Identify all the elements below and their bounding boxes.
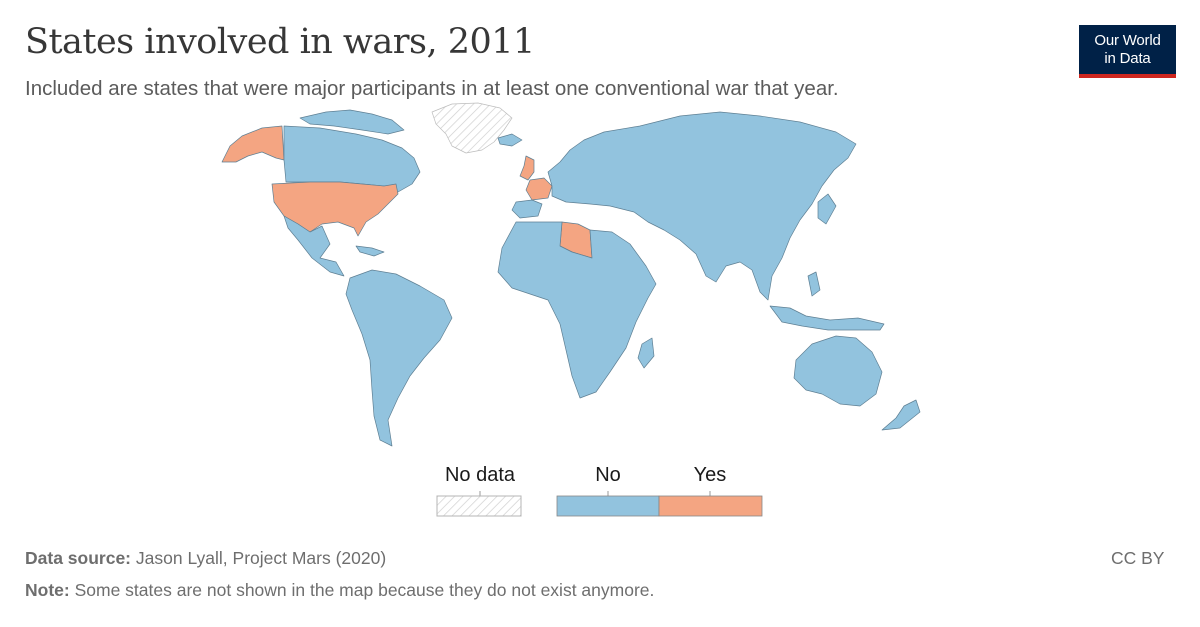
country-canada-arctic-islands[interactable] (299, 109, 405, 135)
country-australia[interactable] (793, 335, 883, 407)
legend-swatch-no[interactable] (556, 495, 660, 517)
country-france[interactable] (525, 177, 553, 201)
chart-title: States involved in wars, 2011 (25, 22, 535, 62)
note-label: Note: (25, 580, 70, 600)
chart-note: Note: Some states are not shown in the m… (25, 580, 654, 601)
country-madagascar[interactable] (637, 337, 655, 369)
legend-label-yes: Yes (693, 464, 727, 486)
country-iceland[interactable] (497, 133, 523, 147)
country-japan[interactable] (817, 193, 837, 225)
license-link[interactable]: CC BY (1111, 548, 1165, 568)
world-map (221, 102, 921, 447)
legend-label-no: No (595, 464, 621, 486)
data-source: Data source: Jason Lyall, Project Mars (… (25, 548, 386, 569)
note-text: Some states are not shown in the map bec… (74, 580, 655, 600)
region-caribbean[interactable] (355, 245, 385, 257)
legend-label-no-data: No data (444, 464, 516, 486)
region-europe-asia[interactable] (547, 111, 857, 301)
country-new-zealand[interactable] (881, 399, 921, 431)
country-united-kingdom[interactable] (519, 155, 535, 181)
data-source-label: Data source: (25, 548, 132, 568)
country-canada[interactable] (283, 125, 421, 193)
country-greenland[interactable] (431, 102, 513, 154)
chart-subtitle: Included are states that were major part… (25, 77, 839, 100)
logo-line-2: in Data (1104, 50, 1151, 67)
region-indonesia[interactable] (769, 305, 885, 331)
region-south-america[interactable] (345, 269, 453, 447)
country-spain-portugal[interactable] (511, 199, 543, 219)
country-mexico[interactable] (283, 215, 345, 277)
country-philippines[interactable] (807, 271, 821, 297)
data-source-text[interactable]: Jason Lyall, Project Mars (2020) (135, 548, 387, 568)
logo-line-1: Our World (1094, 32, 1161, 49)
region-africa[interactable] (497, 221, 657, 399)
owid-logo[interactable]: Our World in Data (1079, 25, 1176, 78)
legend-swatch-yes[interactable] (658, 495, 763, 517)
legend-swatch-no-data[interactable] (436, 495, 522, 517)
